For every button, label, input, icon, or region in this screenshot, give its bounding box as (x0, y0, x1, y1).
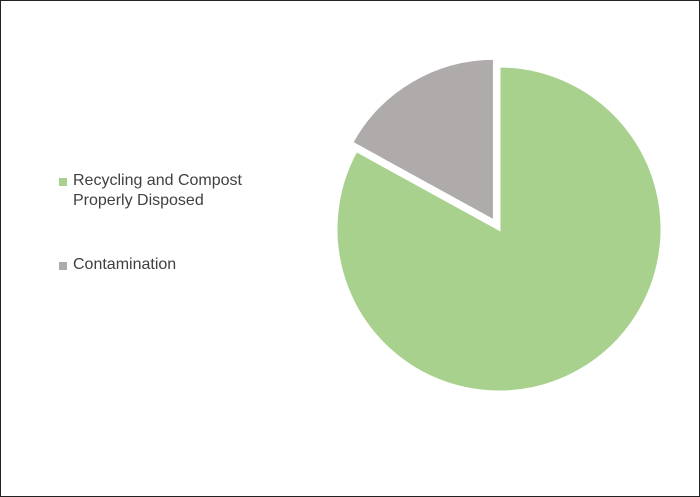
legend-label-contamination: Contamination (73, 256, 177, 273)
legend-item-contamination: Contamination (59, 255, 309, 275)
pie-slice-recycling (334, 64, 664, 394)
legend-label-recycling: Recycling and Compost Properly Disposed (73, 172, 242, 209)
legend-item-recycling: Recycling and Compost Properly Disposed (59, 171, 309, 211)
legend: Recycling and Compost Properly Disposed … (59, 171, 309, 275)
pie-slice-contamination (349, 56, 496, 224)
pie-chart (334, 56, 664, 394)
legend-swatch-contamination (59, 262, 67, 270)
legend-swatch-recycling (59, 178, 67, 186)
